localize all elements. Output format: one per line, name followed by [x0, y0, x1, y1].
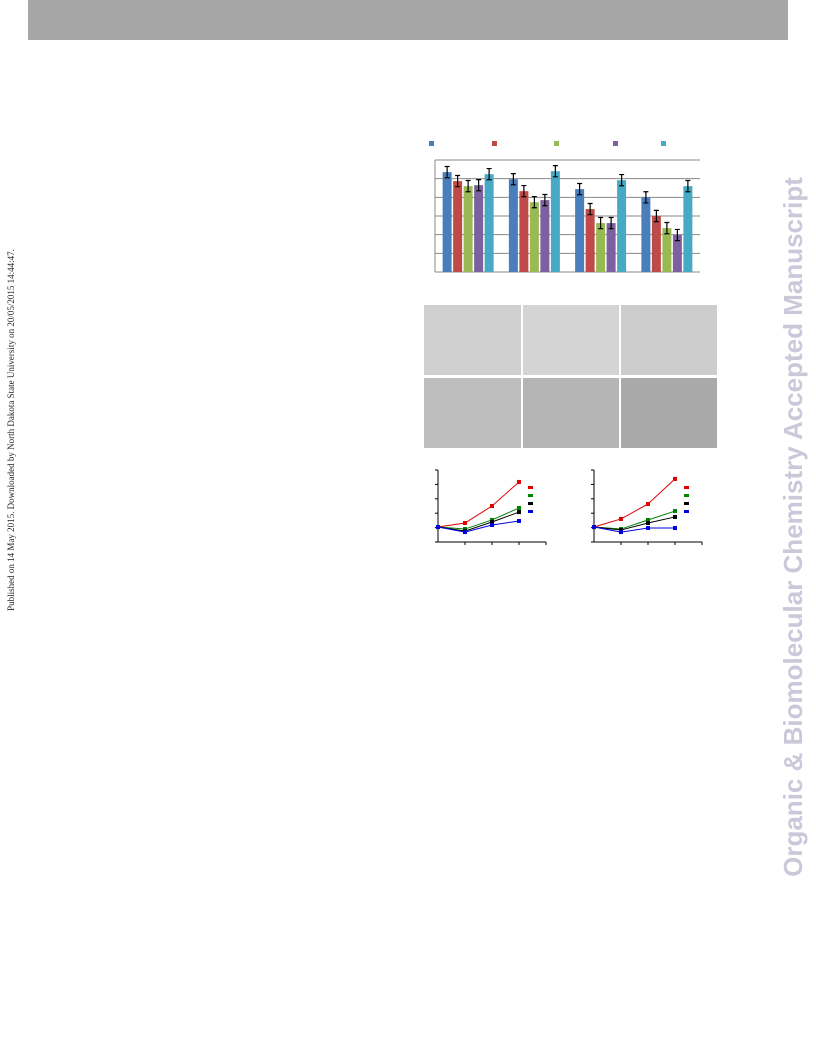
bar — [662, 228, 672, 272]
point — [490, 504, 494, 508]
error-bar — [465, 179, 471, 193]
error-bar — [455, 174, 461, 188]
legend-swatch — [661, 141, 666, 146]
bar — [575, 189, 585, 272]
error-bar — [444, 165, 450, 179]
point — [517, 479, 521, 484]
error-bar — [664, 221, 670, 235]
series-line — [437, 520, 520, 533]
error-bar — [643, 191, 649, 204]
error-bar — [542, 193, 548, 207]
series-line — [593, 510, 676, 530]
micrograph — [424, 378, 521, 448]
bar — [585, 209, 595, 272]
point — [517, 510, 521, 515]
error-bar — [653, 209, 659, 223]
bar — [442, 172, 452, 272]
series-line — [593, 526, 675, 533]
point — [490, 519, 494, 524]
point — [673, 514, 677, 519]
error-bar — [552, 165, 558, 178]
series-line — [593, 478, 676, 528]
error-bar — [674, 228, 680, 242]
legend-swatch — [554, 141, 559, 146]
micrograph — [523, 378, 619, 448]
error-bar — [510, 173, 516, 186]
bar — [453, 181, 463, 272]
point — [619, 528, 623, 533]
point — [673, 476, 677, 481]
legend-marker — [528, 502, 533, 505]
series-line — [593, 516, 676, 531]
point — [436, 525, 440, 530]
bar — [550, 171, 560, 272]
error-bar — [619, 173, 625, 187]
point — [490, 523, 494, 528]
point — [517, 506, 521, 511]
bar — [641, 197, 651, 272]
point — [619, 516, 623, 521]
bar — [683, 186, 693, 272]
point — [517, 518, 521, 523]
point — [673, 526, 677, 531]
legend-marker — [528, 510, 533, 513]
bar — [529, 202, 539, 272]
error-bar — [476, 179, 482, 192]
legend-swatch — [613, 141, 618, 146]
point — [592, 525, 596, 530]
error-bar — [608, 216, 614, 230]
point — [490, 517, 494, 522]
bar — [463, 186, 473, 272]
point — [463, 520, 467, 525]
error-bar — [531, 195, 537, 209]
legend-marker — [528, 486, 533, 489]
legend-marker — [684, 510, 689, 513]
error-bar — [577, 182, 583, 196]
legend-marker — [684, 502, 689, 505]
micrograph — [424, 305, 521, 375]
point — [463, 530, 467, 535]
bar — [672, 235, 682, 272]
header-bar — [28, 0, 788, 40]
micrograph — [621, 305, 717, 375]
error-bar — [486, 167, 492, 181]
bar — [540, 200, 550, 272]
point — [646, 501, 650, 506]
legend-marker — [684, 486, 689, 489]
point — [673, 509, 677, 514]
bar — [484, 174, 494, 272]
bar — [651, 216, 661, 272]
bar — [474, 185, 484, 272]
series-line — [437, 481, 520, 528]
bar — [519, 191, 529, 272]
point — [646, 517, 650, 522]
error-bar — [521, 184, 527, 198]
bar-legend — [429, 141, 666, 146]
point — [646, 520, 650, 525]
error-bar — [598, 216, 604, 230]
series-line — [437, 507, 520, 530]
point — [463, 527, 467, 532]
bar — [508, 179, 518, 272]
micrograph — [523, 305, 619, 375]
bar — [606, 223, 616, 272]
bar — [617, 180, 627, 272]
micrograph — [621, 378, 717, 448]
error-bar — [685, 179, 691, 193]
bar — [596, 223, 606, 272]
point — [646, 526, 650, 531]
point — [619, 530, 623, 535]
watermark: Organic & Biomolecular Chemistry Accepte… — [778, 177, 808, 877]
legend-swatch — [429, 141, 434, 146]
legend-marker — [528, 494, 533, 497]
sidebar-note: Published on 14 May 2015. Downloaded by … — [6, 249, 16, 611]
error-bar — [587, 202, 593, 216]
legend-swatch — [492, 141, 497, 146]
legend-marker — [684, 494, 689, 497]
micrographs — [424, 305, 717, 448]
